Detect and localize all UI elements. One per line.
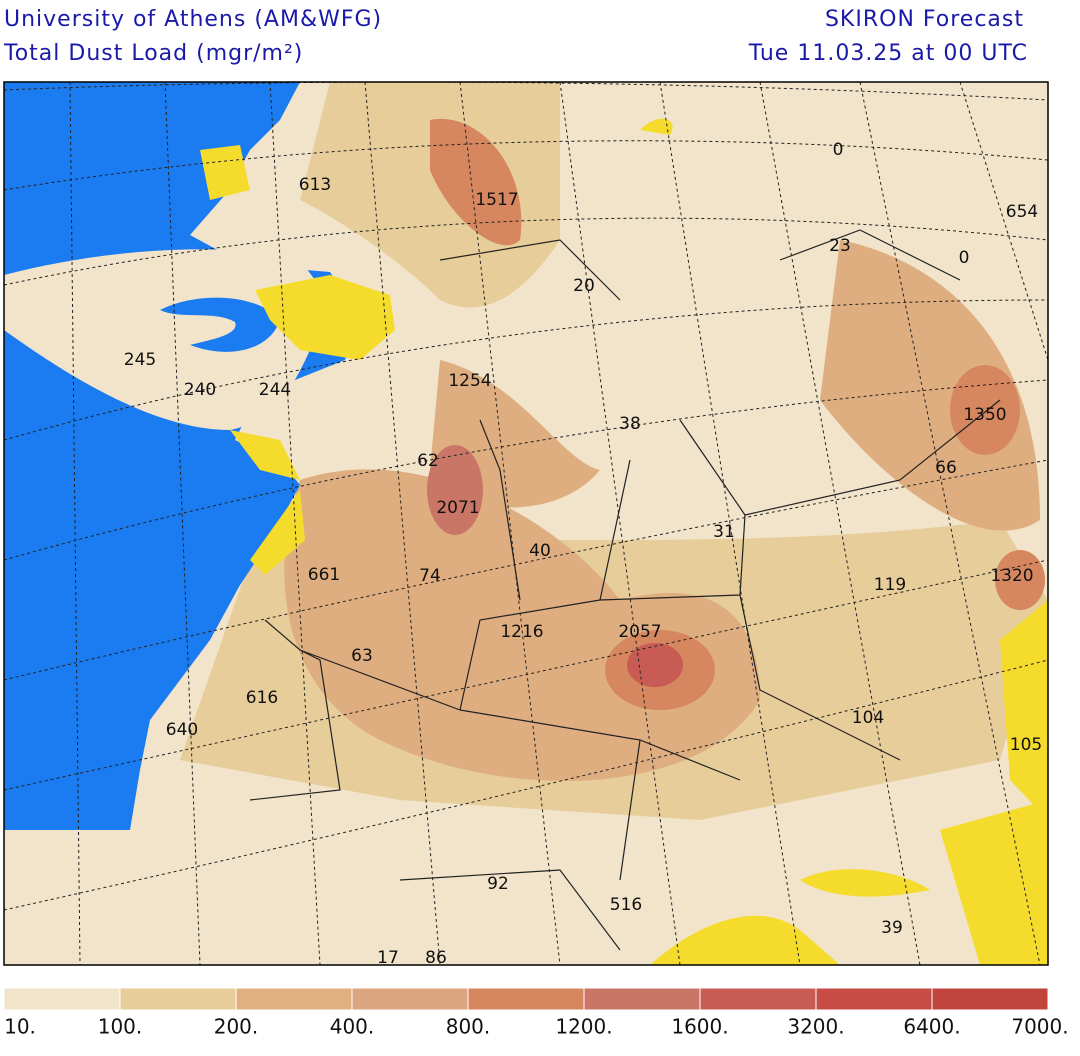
dust-value-label: 654 bbox=[1006, 202, 1038, 222]
dust-value-label: 104 bbox=[852, 708, 884, 728]
dust-value-label: 2071 bbox=[436, 498, 479, 518]
colorbar-swatch bbox=[583, 987, 701, 1011]
colorbar-label: 7000. bbox=[1011, 1015, 1068, 1039]
dust-value-label: 0 bbox=[959, 248, 970, 268]
dust-400 bbox=[820, 240, 1040, 531]
colorbar: 10. 100. 200. 400. 800. 1200. 1600. 3200. 6400. 7… bbox=[3, 987, 1069, 1039]
dust-value-label: 1254 bbox=[448, 371, 491, 391]
dust-value-label: 640 bbox=[166, 720, 198, 740]
dust-value-label: 23 bbox=[829, 236, 851, 256]
dust-value-label: 240 bbox=[184, 380, 216, 400]
dust-value-label: 244 bbox=[259, 380, 291, 400]
dust-value-label: 1320 bbox=[990, 566, 1033, 586]
dust-value-label: 62 bbox=[417, 451, 439, 471]
colorbar-label: 6400. bbox=[903, 1015, 960, 1039]
dust-1200 bbox=[427, 445, 483, 535]
colorbar-label: 100. bbox=[98, 1015, 143, 1039]
colorbar-swatch bbox=[119, 987, 237, 1011]
dust-value-label: 105 bbox=[1010, 735, 1042, 755]
dust-value-label: 1350 bbox=[963, 405, 1006, 425]
low-dust-patch bbox=[230, 430, 300, 480]
dust-value-label: 31 bbox=[713, 522, 735, 542]
colorbar-label: 800. bbox=[446, 1015, 491, 1039]
low-dust-patch bbox=[1000, 600, 1048, 820]
dust-value-label: 1517 bbox=[475, 190, 518, 210]
dust-value-label: 516 bbox=[610, 895, 642, 915]
colorbar-swatch bbox=[467, 987, 585, 1011]
dust-value-label: 86 bbox=[425, 948, 447, 968]
dust-value-label: 74 bbox=[419, 566, 441, 586]
dust-800 bbox=[950, 365, 1020, 455]
dust-value-label: 0 bbox=[833, 140, 844, 160]
colorbar-label: 1600. bbox=[671, 1015, 728, 1039]
dust-plume bbox=[4, 249, 330, 430]
dust-value-label: 17 bbox=[377, 948, 399, 968]
dust-value-label: 613 bbox=[299, 175, 331, 195]
dust-value-label: 1216 bbox=[500, 622, 543, 642]
dust-value-label: 20 bbox=[573, 276, 595, 296]
model-title: SKIRON Forecast bbox=[825, 7, 1024, 32]
time-title: Tue 11.03.25 at 00 UTC bbox=[748, 41, 1028, 66]
low-dust-patch bbox=[250, 490, 305, 575]
dust-value-label: 2057 bbox=[618, 622, 661, 642]
colorbar-swatch bbox=[351, 987, 469, 1011]
dust-value-label: 661 bbox=[308, 565, 340, 585]
dust-value-label: 119 bbox=[874, 575, 906, 595]
dust-value-label: 38 bbox=[619, 414, 641, 434]
dust-value-label: 63 bbox=[351, 646, 373, 666]
map-frame bbox=[3, 81, 1049, 966]
colorbar-swatch bbox=[699, 987, 817, 1011]
colorbar-swatch bbox=[3, 987, 121, 1011]
map-labels: 613 1517 0 654 23 0 20 245 240 244 1254 38 1350 66 62 2… bbox=[124, 140, 1042, 968]
borders bbox=[249, 229, 1001, 951]
graticule bbox=[4, 82, 1048, 965]
dust-value-label: 245 bbox=[124, 350, 156, 370]
product-title: Total Dust Load (mgr/m²) bbox=[3, 41, 303, 66]
ocean-swirl bbox=[160, 297, 280, 352]
low-dust-patch bbox=[640, 118, 673, 135]
source-title: University of Athens (AM&WFG) bbox=[4, 7, 382, 32]
dust-800 bbox=[995, 550, 1045, 610]
colorbar-label: 400. bbox=[330, 1015, 375, 1039]
colorbar-label: 3200. bbox=[787, 1015, 844, 1039]
dust-value-label: 616 bbox=[246, 688, 278, 708]
dust-value-label: 39 bbox=[881, 918, 903, 938]
colorbar-swatch bbox=[931, 987, 1049, 1011]
dust-800 bbox=[430, 118, 522, 246]
low-dust-patch bbox=[200, 145, 250, 200]
colorbar-label: 1200. bbox=[555, 1015, 612, 1039]
dust-1600 bbox=[627, 643, 683, 687]
colorbar-swatch bbox=[235, 987, 353, 1011]
dust-value-label: 92 bbox=[487, 874, 509, 894]
low-dust-patch bbox=[255, 275, 395, 360]
colorbar-swatch bbox=[815, 987, 933, 1011]
map bbox=[4, 82, 1048, 965]
low-dust-patch bbox=[940, 800, 1048, 965]
dust-value-label: 66 bbox=[935, 458, 957, 478]
colorbar-label: 10. bbox=[4, 1015, 36, 1039]
colorbar-label: 200. bbox=[214, 1015, 259, 1039]
low-dust-patch bbox=[650, 869, 930, 965]
dust-value-label: 40 bbox=[529, 541, 551, 561]
